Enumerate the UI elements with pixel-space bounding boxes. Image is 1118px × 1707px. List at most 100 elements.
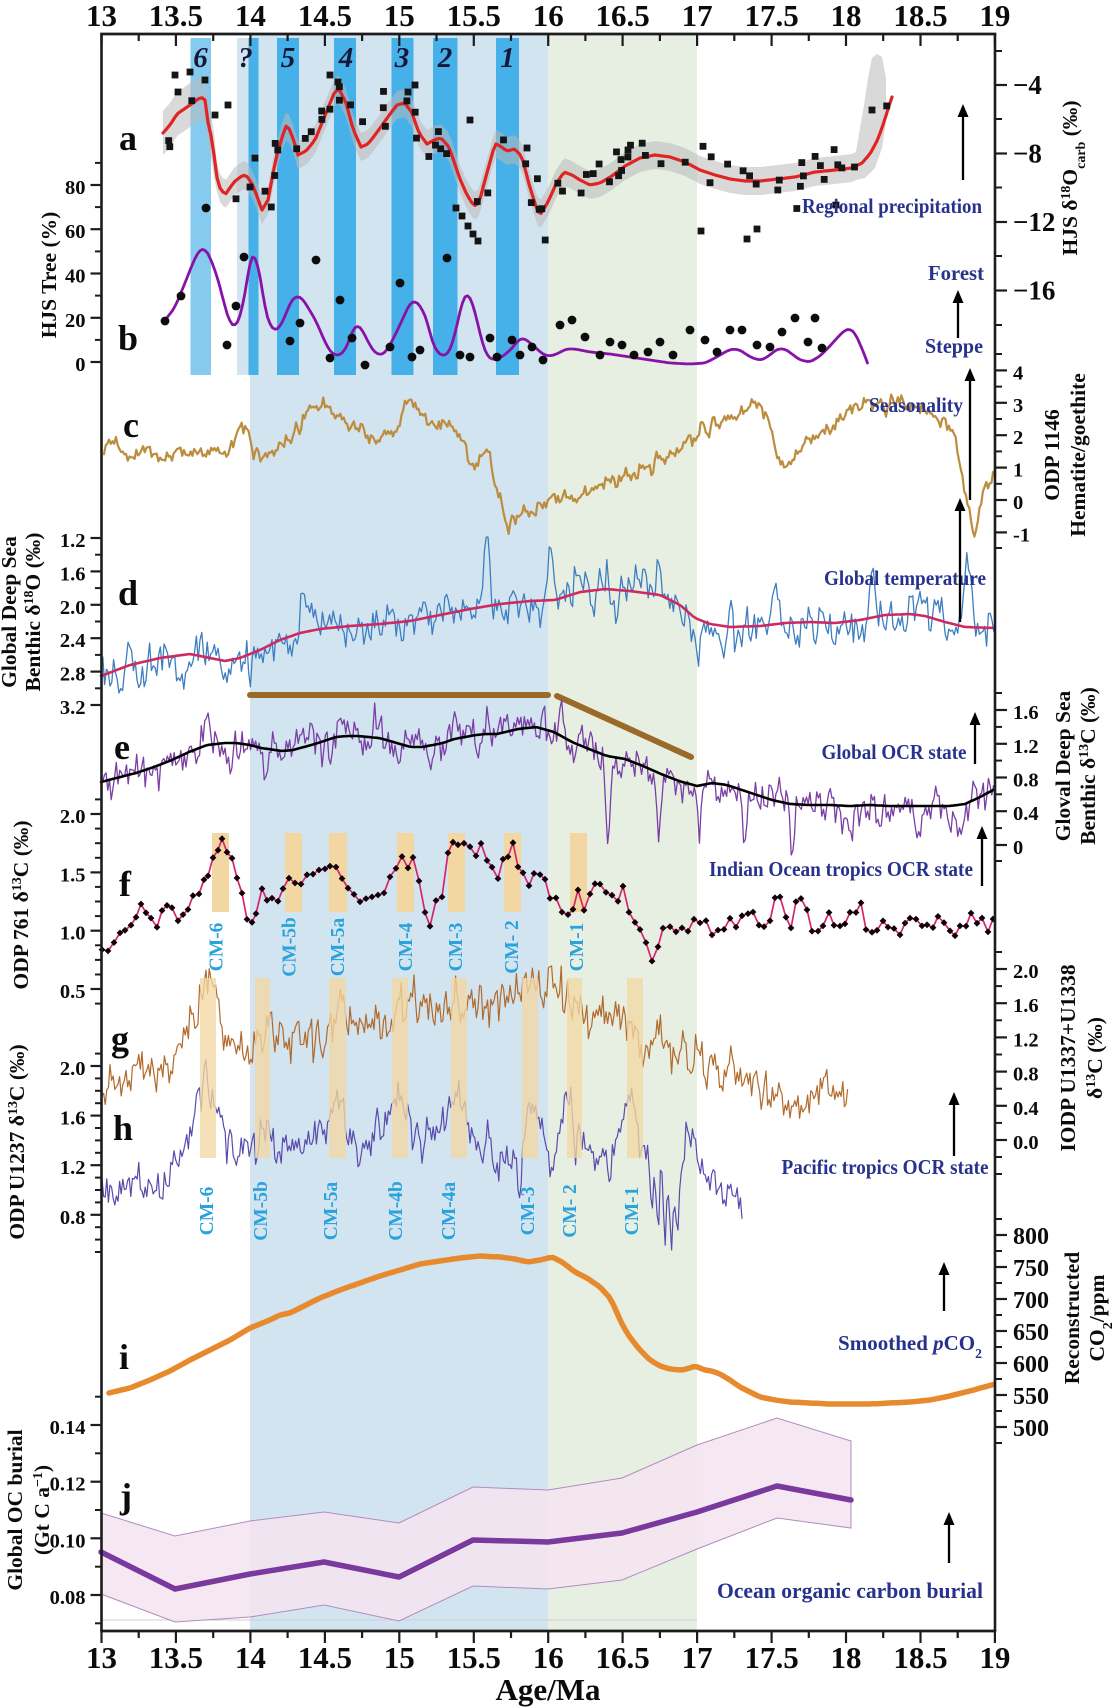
svg-text:CM- 2: CM- 2 bbox=[502, 920, 523, 974]
svg-text:Regional precipitation: Regional precipitation bbox=[802, 194, 982, 218]
svg-text:1.2: 1.2 bbox=[1013, 1029, 1039, 1051]
svg-text:4: 4 bbox=[1013, 362, 1023, 384]
svg-text:14: 14 bbox=[235, 0, 266, 33]
svg-text:3: 3 bbox=[1013, 395, 1023, 417]
svg-text:Benthic δ18O (‰): Benthic δ18O (‰) bbox=[21, 533, 45, 692]
svg-text:Gloval Deep Sea: Gloval Deep Sea bbox=[1051, 691, 1075, 842]
svg-text:750: 750 bbox=[1013, 1256, 1049, 1282]
svg-text:1.6: 1.6 bbox=[60, 563, 86, 585]
svg-text:0.14: 0.14 bbox=[50, 1417, 86, 1439]
svg-text:19: 19 bbox=[979, 1640, 1010, 1675]
svg-text:Benthic δ13C (‰): Benthic δ13C (‰) bbox=[1076, 687, 1100, 845]
svg-text:80: 80 bbox=[65, 177, 86, 199]
svg-text:2: 2 bbox=[1013, 427, 1023, 449]
svg-text:17.5: 17.5 bbox=[744, 1640, 798, 1675]
svg-text:0.08: 0.08 bbox=[50, 1587, 86, 1609]
svg-text:1.6: 1.6 bbox=[1013, 702, 1039, 724]
svg-text:13.5: 13.5 bbox=[149, 0, 203, 33]
svg-text:3: 3 bbox=[394, 42, 410, 74]
svg-text:c: c bbox=[123, 405, 139, 445]
svg-text:j: j bbox=[119, 1476, 132, 1516]
svg-text:0.0: 0.0 bbox=[1013, 1132, 1039, 1154]
svg-text:h: h bbox=[113, 1108, 133, 1148]
svg-text:b: b bbox=[118, 318, 138, 358]
svg-text:Indian Ocean tropics OCR state: Indian Ocean tropics OCR state bbox=[709, 857, 973, 881]
svg-text:0.4: 0.4 bbox=[1013, 803, 1039, 825]
svg-text:0.10: 0.10 bbox=[50, 1530, 86, 1552]
svg-text:1.2: 1.2 bbox=[60, 1157, 86, 1179]
svg-text:CM-3: CM-3 bbox=[518, 1186, 539, 1235]
svg-text:CM-4: CM-4 bbox=[396, 922, 417, 971]
svg-text:17.5: 17.5 bbox=[744, 0, 798, 33]
svg-text:Seasonality: Seasonality bbox=[869, 393, 963, 417]
svg-text:ODP 1146: ODP 1146 bbox=[1040, 409, 1064, 501]
svg-text:CM-5b: CM-5b bbox=[251, 1181, 272, 1241]
svg-text:650: 650 bbox=[1013, 1320, 1049, 1346]
svg-text:−16: −16 bbox=[1013, 276, 1055, 306]
svg-text:18.5: 18.5 bbox=[893, 0, 947, 33]
svg-text:4: 4 bbox=[338, 42, 354, 74]
svg-text:0.8: 0.8 bbox=[1013, 770, 1039, 792]
svg-text:20: 20 bbox=[65, 310, 86, 332]
svg-text:0.12: 0.12 bbox=[50, 1474, 86, 1496]
svg-text:CM-6: CM-6 bbox=[197, 1186, 218, 1235]
svg-text:18: 18 bbox=[831, 0, 862, 33]
svg-text:0.4: 0.4 bbox=[1013, 1098, 1039, 1120]
svg-text:g: g bbox=[111, 1019, 129, 1059]
svg-text:CM-1: CM-1 bbox=[567, 923, 588, 972]
svg-text:ODP U1237 δ13C (‰): ODP U1237 δ13C (‰) bbox=[5, 1044, 29, 1239]
svg-text:IODP U1337+U1338: IODP U1337+U1338 bbox=[1056, 964, 1080, 1151]
svg-text:Forest: Forest bbox=[928, 261, 984, 285]
svg-text:18: 18 bbox=[831, 1640, 862, 1675]
svg-text:700: 700 bbox=[1013, 1288, 1049, 1314]
svg-text:Global Deep Sea: Global Deep Sea bbox=[0, 536, 21, 688]
svg-text:0.5: 0.5 bbox=[60, 981, 86, 1003]
svg-text:2: 2 bbox=[437, 42, 453, 74]
svg-text:2.0: 2.0 bbox=[60, 806, 86, 828]
svg-text:CM-4a: CM-4a bbox=[439, 1182, 460, 1241]
svg-text:600: 600 bbox=[1013, 1352, 1049, 1378]
svg-text:2.8: 2.8 bbox=[60, 664, 86, 686]
svg-text:17: 17 bbox=[682, 1640, 713, 1675]
svg-text:800: 800 bbox=[1013, 1224, 1049, 1250]
svg-text:CM-5b: CM-5b bbox=[280, 917, 301, 977]
svg-text:60: 60 bbox=[65, 221, 86, 243]
svg-text:15.5: 15.5 bbox=[447, 0, 501, 33]
svg-text:1: 1 bbox=[1013, 460, 1023, 482]
svg-text:Pacific tropics OCR state: Pacific tropics OCR state bbox=[782, 1155, 989, 1179]
svg-text:13: 13 bbox=[86, 0, 117, 33]
svg-text:CM-5a: CM-5a bbox=[321, 1182, 342, 1241]
svg-text:17: 17 bbox=[682, 0, 713, 33]
svg-text:Global OC burial: Global OC burial bbox=[3, 1429, 27, 1590]
svg-text:16.5: 16.5 bbox=[595, 0, 649, 33]
svg-text:a: a bbox=[119, 118, 137, 158]
svg-text:0.8: 0.8 bbox=[60, 1207, 86, 1229]
svg-text:Global temperature: Global temperature bbox=[824, 566, 986, 590]
svg-text:0.8: 0.8 bbox=[1013, 1064, 1039, 1086]
svg-text:Reconstructed: Reconstructed bbox=[1060, 1252, 1084, 1385]
svg-text:-1: -1 bbox=[1013, 524, 1030, 546]
svg-text:15: 15 bbox=[384, 0, 415, 33]
svg-text:6: 6 bbox=[193, 42, 208, 74]
svg-text:CM-6: CM-6 bbox=[207, 922, 228, 971]
svg-text:14.5: 14.5 bbox=[298, 1640, 352, 1675]
svg-text:Steppe: Steppe bbox=[925, 334, 983, 358]
svg-text:16: 16 bbox=[533, 0, 564, 33]
svg-text:HJS Tree (%): HJS Tree (%) bbox=[37, 212, 61, 339]
svg-text:13.5: 13.5 bbox=[149, 1640, 203, 1675]
svg-text:Age/Ma: Age/Ma bbox=[495, 1672, 601, 1707]
svg-text:40: 40 bbox=[65, 266, 86, 288]
svg-text:CM- 2: CM- 2 bbox=[560, 1184, 581, 1238]
svg-text:2.4: 2.4 bbox=[60, 630, 86, 652]
svg-text:0: 0 bbox=[1013, 492, 1023, 514]
svg-text:CM-3: CM-3 bbox=[446, 922, 467, 971]
svg-text:−4: −4 bbox=[1013, 70, 1042, 100]
svg-text:CM-1: CM-1 bbox=[622, 1187, 643, 1236]
svg-text:1.6: 1.6 bbox=[60, 1108, 86, 1130]
svg-text:0: 0 bbox=[1013, 837, 1023, 859]
svg-text:1.2: 1.2 bbox=[1013, 736, 1039, 758]
svg-text:15: 15 bbox=[384, 1640, 415, 1675]
svg-text:−12: −12 bbox=[1013, 207, 1055, 237]
svg-text:1.0: 1.0 bbox=[60, 923, 86, 945]
svg-text:d: d bbox=[118, 573, 138, 613]
